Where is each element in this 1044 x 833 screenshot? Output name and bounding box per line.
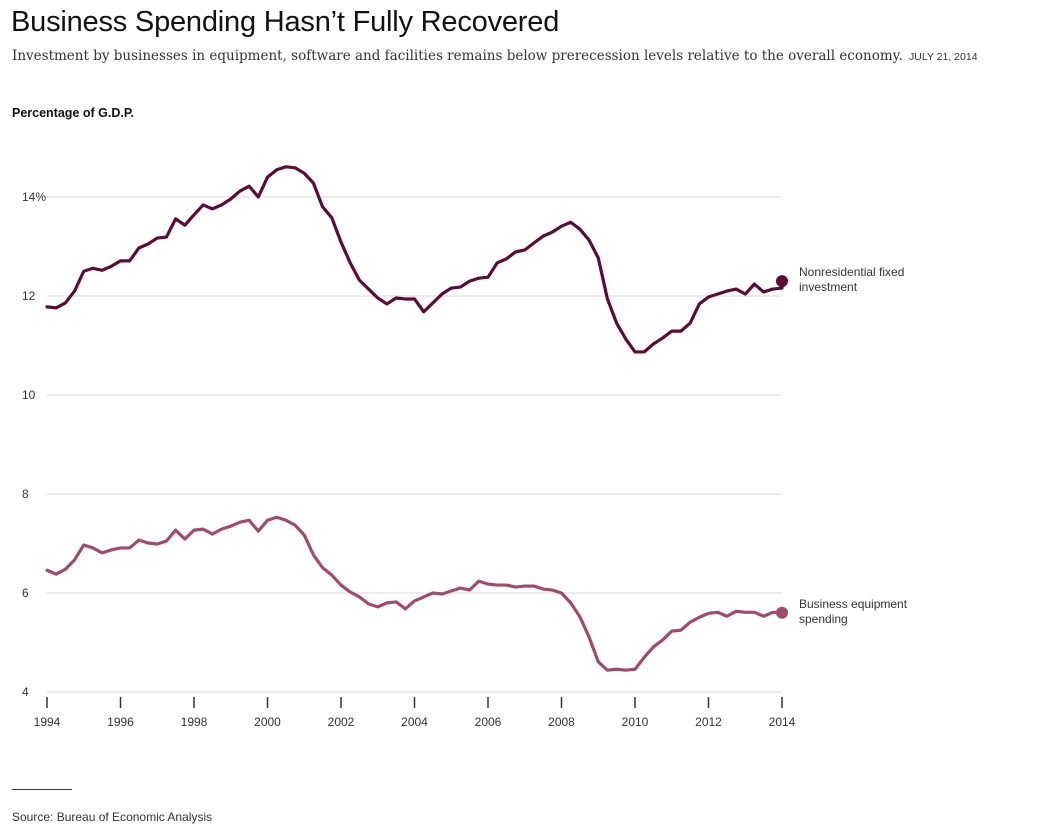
x-tick-label: 2000 (254, 715, 281, 729)
x-tick-label: 2014 (769, 715, 796, 729)
chart-title: Business Spending Hasn’t Fully Recovered (11, 6, 560, 38)
series-line-equipment (45, 515, 784, 672)
y-axis: 14% 12 10 8 6 4 (22, 190, 46, 699)
source-divider (12, 789, 72, 790)
dateline: JULY 21, 2014 (909, 51, 978, 63)
x-tick-label: 2004 (401, 715, 428, 729)
y-axis-title: Percentage of G.D.P. (12, 106, 135, 120)
x-tick-label: 2008 (548, 715, 575, 729)
series-label-line: Nonresidential fixed (799, 265, 905, 280)
source-note: Source: Bureau of Economic Analysis (12, 810, 213, 824)
y-tick-label: 4 (22, 685, 29, 699)
series-label-nonresidential: Nonresidential fixed investment (799, 265, 904, 295)
subtitle-text: Investment by businesses in equipment, s… (12, 48, 903, 64)
x-tick-label: 2002 (328, 715, 355, 729)
series-endpoint-marker (776, 275, 788, 288)
series-label-line: investment (799, 280, 858, 295)
gridlines (47, 196, 782, 693)
y-tick-label: 12 (22, 289, 36, 303)
y-tick-label: 8 (22, 487, 29, 501)
series-line-nonresidential (45, 165, 784, 354)
series-label-line: Business equipment (799, 596, 908, 611)
series-lines (45, 165, 788, 672)
y-tick-label: 10 (22, 388, 36, 402)
x-tick-label: 1994 (34, 715, 61, 729)
chart-subtitle: Investment by businesses in equipment, s… (12, 48, 978, 64)
series-label-line: spending (799, 611, 848, 626)
series-label-equipment: Business equipment spending (799, 597, 907, 627)
x-tick-label: 2012 (695, 715, 722, 729)
series-endpoint-marker (776, 606, 788, 619)
x-tick-label: 2010 (622, 715, 649, 729)
y-tick-label: 14% (22, 190, 46, 204)
y-tick-label: 6 (22, 586, 29, 600)
x-axis: 1994 1996 1998 2000 2002 2004 2006 2008 2010 2012… (34, 697, 796, 729)
x-tick-label: 1996 (107, 715, 134, 729)
x-tick-label: 2006 (475, 715, 502, 729)
x-tick-label: 1998 (181, 715, 208, 729)
